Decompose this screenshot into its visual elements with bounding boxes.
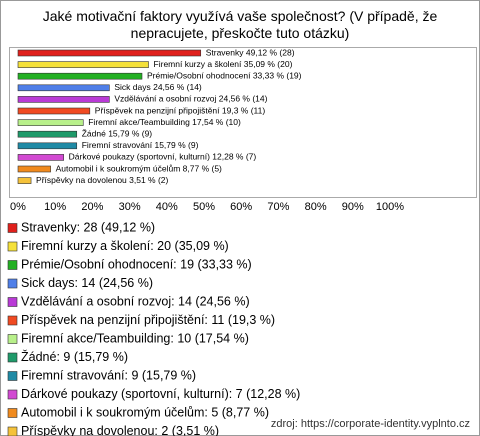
x-tick-label: 30% xyxy=(119,201,141,213)
x-tick-label: 10% xyxy=(44,201,66,213)
x-tick-label: 80% xyxy=(305,201,327,213)
legend-swatch xyxy=(7,223,18,233)
data-label: Stravenky 49,12 % (28) xyxy=(206,47,295,57)
data-label: Firemní kurzy a školení 35,09 % (20) xyxy=(154,59,293,69)
data-label: Prémie/Osobní ohodnocení 33,33 % (19) xyxy=(147,70,302,80)
plot-area xyxy=(9,47,477,198)
data-label: Příspěvek na penzijní připojištění 19,3 … xyxy=(95,105,266,115)
data-label: Firemní stravování 15,79 % (9) xyxy=(82,140,199,150)
legend-swatch xyxy=(7,352,18,363)
legend-label: Vzdělávání a osobní rozvoj: 14 (24,56 %) xyxy=(21,294,250,308)
x-tick-label: 70% xyxy=(267,201,289,213)
chart-title: Jaké motivační faktory využívá vaše spol… xyxy=(42,8,438,41)
bar xyxy=(17,154,64,161)
data-label: Firemní akce/Teambuilding 17,54 % (10) xyxy=(88,117,241,127)
bar xyxy=(17,165,51,173)
legend-label: Žádné: 9 (15,79 %) xyxy=(21,349,128,364)
legend-label: Příspěvky na dovolenou: 2 (3,51 %) xyxy=(21,424,219,436)
legend-label: Příspěvek na penzijní připojištění: 11 (… xyxy=(21,313,275,327)
x-tick-label: 90% xyxy=(342,201,364,213)
data-label: Žádné 15,79 % (9) xyxy=(82,128,153,138)
legend-label: Firemní kurzy a školení: 20 (35,09 %) xyxy=(21,239,229,253)
bar xyxy=(17,96,110,103)
legend-swatch xyxy=(7,278,18,289)
legend-label: Automobil i k soukromým účelům: 5 (8,77 … xyxy=(21,405,269,419)
bar xyxy=(17,49,202,57)
data-label: Příspěvky na dovolenou 3,51 % (2) xyxy=(36,175,168,185)
x-tick-label: 40% xyxy=(156,201,178,213)
x-tick-label: 100% xyxy=(376,201,404,213)
legend-label: Firemní stravování: 9 (15,79 %) xyxy=(21,368,196,382)
legend-label: Dárkové poukazy (sportovní, kulturní): 7… xyxy=(21,387,300,401)
legend-label: Prémie/Osobní ohodnocení: 19 (33,33 %) xyxy=(21,257,252,271)
bar xyxy=(17,177,32,184)
bar xyxy=(17,119,84,126)
bar xyxy=(17,107,91,115)
data-label: Automobil i k soukromým účelům 8,77 % (5… xyxy=(56,163,222,173)
legend-swatch xyxy=(7,371,18,381)
x-tick-label: 50% xyxy=(193,201,215,213)
bar xyxy=(17,72,143,80)
legend-label: Firemní akce/Teambuilding: 10 (17,54 %) xyxy=(21,331,249,345)
source: zdroj: https://corporate-identity.vyplnt… xyxy=(271,418,470,430)
legend-swatch xyxy=(7,260,18,270)
bar xyxy=(17,61,149,68)
legend-swatch xyxy=(7,241,18,252)
bar xyxy=(17,84,110,92)
data-label: Dárkové poukazy (sportovní, kulturní) 12… xyxy=(69,152,257,162)
legend-swatch xyxy=(7,315,18,326)
x-tick-label: 60% xyxy=(230,201,252,213)
bar xyxy=(17,130,78,138)
legend-label: Sick days: 14 (24,56 %) xyxy=(21,276,153,290)
bar xyxy=(17,142,78,150)
legend-label: Stravenky: 28 (49,12 %) xyxy=(21,220,155,234)
data-label: Vzdělávání a osobní rozvoj 24,56 % (14) xyxy=(114,94,267,104)
x-tick-label: 0% xyxy=(10,201,26,213)
legend-swatch xyxy=(7,297,18,307)
legend-swatch xyxy=(7,426,18,436)
data-label: Sick days 24,56 % (14) xyxy=(114,82,202,92)
x-tick-label: 20% xyxy=(81,201,103,213)
legend-swatch xyxy=(7,408,18,418)
legend-swatch xyxy=(7,389,18,400)
legend-swatch xyxy=(7,334,18,344)
